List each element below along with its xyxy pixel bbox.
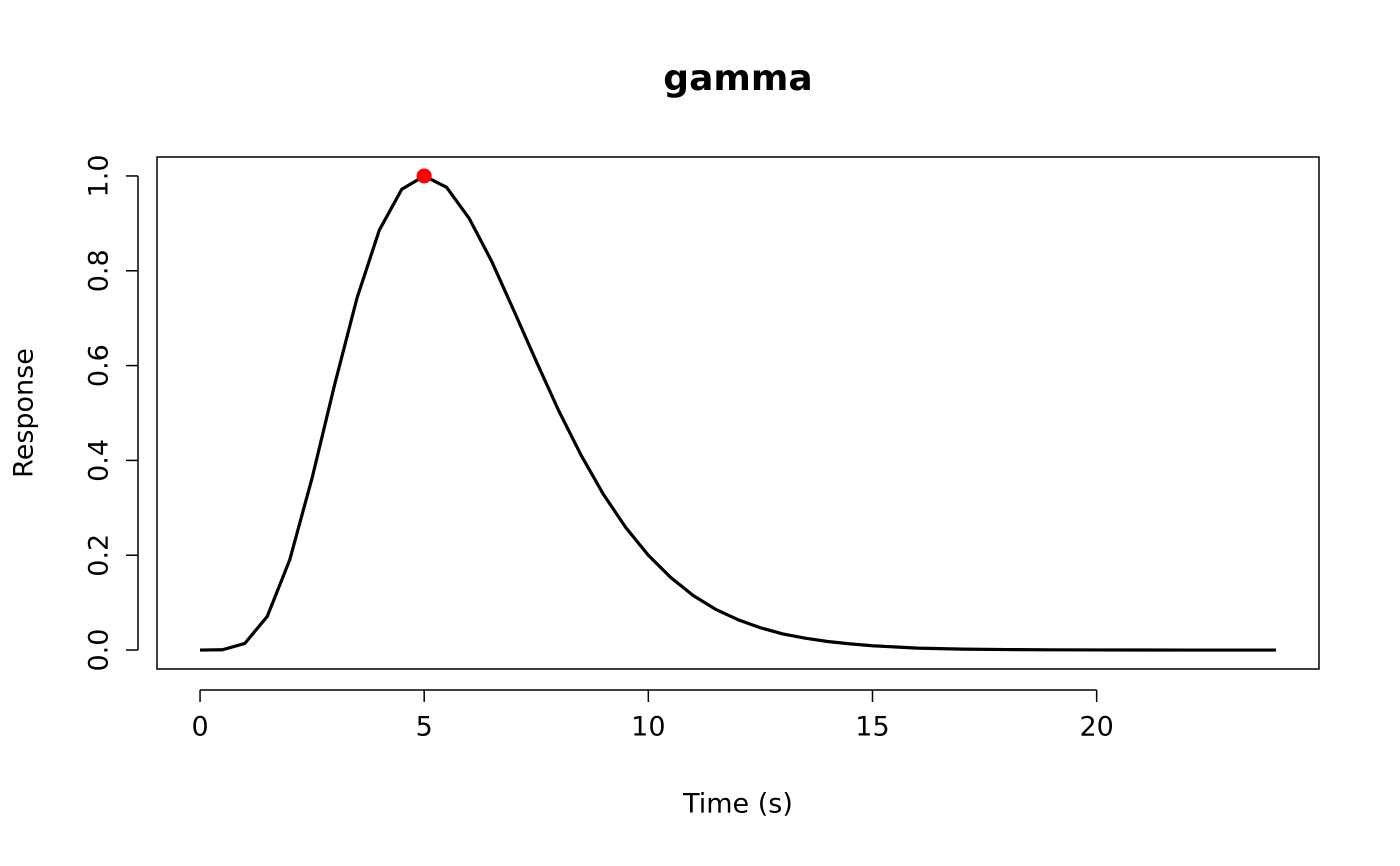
y-tick-label: 0.8 bbox=[84, 249, 115, 292]
x-axis-label: Time (s) bbox=[682, 789, 793, 820]
x-tick-label: 20 bbox=[1079, 712, 1113, 743]
y-tick-label: 0.0 bbox=[84, 629, 115, 672]
plot-frame bbox=[156, 156, 1320, 670]
peak-point bbox=[416, 168, 432, 184]
y-tick-label: 1.0 bbox=[84, 154, 115, 197]
y-tick-label: 0.4 bbox=[84, 439, 115, 482]
y-axis-label: Response bbox=[9, 348, 40, 478]
x-tick-label: 5 bbox=[416, 712, 433, 743]
y-tick-label: 0.2 bbox=[84, 534, 115, 577]
x-tick-label: 10 bbox=[631, 712, 665, 743]
x-tick-label: 0 bbox=[191, 712, 208, 743]
y-tick-label: 0.6 bbox=[84, 344, 115, 387]
x-tick-label: 15 bbox=[855, 712, 889, 743]
chart-title: gamma bbox=[663, 58, 812, 99]
response-curve bbox=[200, 174, 1276, 652]
